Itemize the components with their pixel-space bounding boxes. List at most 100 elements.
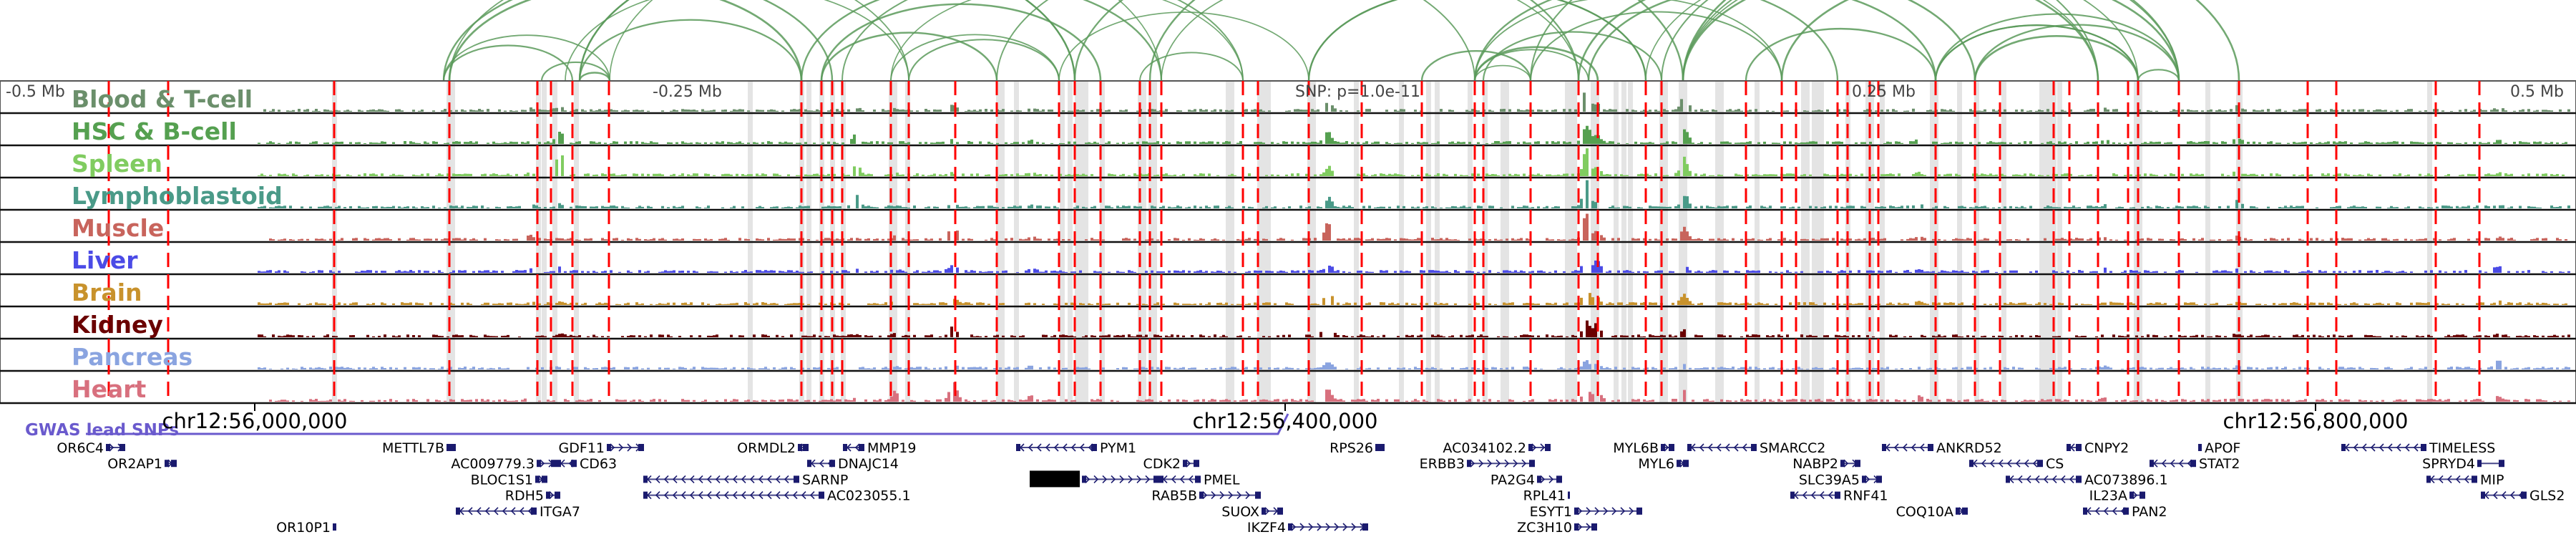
- gene-pa2g4[interactable]: PA2G4: [1491, 472, 1562, 488]
- gene-label[interactable]: RAB5B: [1151, 488, 1197, 504]
- gene-il23a[interactable]: IL23A: [2089, 488, 2145, 504]
- interaction-arc: [1529, 0, 2099, 82]
- gene-pym1[interactable]: PYM1: [1016, 440, 1136, 456]
- gene-label[interactable]: RPL41: [1523, 488, 1566, 504]
- gene-label[interactable]: OR6C4: [57, 440, 104, 456]
- gene-label[interactable]: SPRYD4: [2422, 456, 2475, 472]
- gene-nabp2[interactable]: NABP2: [1792, 456, 1860, 472]
- gene-label[interactable]: ZC3H10: [1517, 520, 1572, 536]
- gene-ac009779.3[interactable]: AC009779.3: [451, 456, 557, 472]
- gene-label[interactable]: SMARCC2: [1760, 440, 1825, 456]
- gene-label[interactable]: APOF: [2205, 440, 2240, 456]
- gene-bloc1s1[interactable]: BLOC1S1: [471, 472, 547, 488]
- gene-label[interactable]: AC023055.1: [827, 488, 911, 504]
- gene-label[interactable]: OR10P1: [276, 520, 331, 536]
- gene-label[interactable]: CNPY2: [2084, 440, 2129, 456]
- gene-apof[interactable]: APOF: [2198, 440, 2240, 456]
- gene-mip[interactable]: MIP: [2426, 472, 2504, 488]
- gene-label[interactable]: ORMDL2: [737, 440, 796, 456]
- chrom-tick-label: chr12:56,000,000: [162, 409, 348, 433]
- gene-dnajc14[interactable]: DNAJC14: [807, 456, 899, 472]
- gene-stat2[interactable]: STAT2: [2150, 456, 2240, 472]
- gene-label[interactable]: DNAJC14: [838, 456, 899, 472]
- gene-rdh5[interactable]: RDH5: [505, 488, 560, 504]
- gene-label[interactable]: RNF41: [1843, 488, 1888, 504]
- gene-or10p1[interactable]: OR10P1: [276, 520, 336, 536]
- gene-label[interactable]: ERBB3: [1420, 456, 1465, 472]
- gene-coq10a[interactable]: COQ10A: [1896, 504, 1968, 520]
- gene-rnf41[interactable]: RNF41: [1790, 488, 1888, 504]
- gene-cd63[interactable]: CD63: [557, 456, 617, 472]
- gene-label[interactable]: TIMELESS: [2429, 440, 2495, 456]
- gene-slc39a5[interactable]: SLC39A5: [1799, 472, 1882, 488]
- gene-label[interactable]: MIP: [2480, 472, 2504, 488]
- gene-label[interactable]: NABP2: [1792, 456, 1838, 472]
- gene-label[interactable]: DGKA: [1041, 472, 1080, 488]
- gene-or2ap1[interactable]: OR2AP1: [107, 456, 177, 472]
- gene-label[interactable]: METTL7B: [382, 440, 444, 456]
- gene-ormdl2[interactable]: ORMDL2: [737, 440, 809, 456]
- gene-pmel[interactable]: PMEL: [1159, 472, 1240, 488]
- gene-itga7[interactable]: ITGA7: [456, 504, 580, 520]
- gene-label[interactable]: IKZF4: [1247, 520, 1286, 536]
- gene-label[interactable]: AC034102.2: [1443, 440, 1526, 456]
- gene-mettl7b[interactable]: METTL7B: [382, 440, 456, 456]
- gene-label[interactable]: COQ10A: [1896, 504, 1953, 520]
- gene-label[interactable]: ITGA7: [540, 504, 580, 520]
- gene-gls2[interactable]: GLS2: [2481, 488, 2565, 504]
- gene-ankrd52[interactable]: ANKRD52: [1882, 440, 2002, 456]
- gene-label[interactable]: MYL6: [1638, 456, 1674, 472]
- gene-label[interactable]: RPS26: [1330, 440, 1373, 456]
- gene-label[interactable]: MYL6B: [1613, 440, 1659, 456]
- gene-cnpy2[interactable]: CNPY2: [2067, 440, 2129, 456]
- gene-label[interactable]: AC073896.1: [2084, 472, 2168, 488]
- gene-label[interactable]: CDK2: [1143, 456, 1181, 472]
- gene-myl6b[interactable]: MYL6B: [1613, 440, 1674, 456]
- gene-sarnp[interactable]: SARNP: [643, 472, 848, 488]
- gene-ac023055.1[interactable]: AC023055.1: [643, 488, 911, 504]
- gene-pan2[interactable]: PAN2: [2083, 504, 2167, 520]
- gene-label[interactable]: PMEL: [1204, 472, 1240, 488]
- gene-label[interactable]: PA2G4: [1491, 472, 1535, 488]
- interaction-arc: [565, 0, 909, 82]
- gene-cs[interactable]: CS: [1969, 456, 2064, 472]
- gene-dgka[interactable]: DGKA: [1030, 470, 1159, 488]
- gene-or6c4[interactable]: OR6C4: [57, 440, 125, 456]
- gene-ac073896.1[interactable]: AC073896.1: [2006, 472, 2168, 488]
- gene-label[interactable]: STAT2: [2199, 456, 2240, 472]
- gene-ac034102.2[interactable]: AC034102.2: [1443, 440, 1551, 456]
- gene-label[interactable]: GLS2: [2529, 488, 2565, 504]
- gene-rps26[interactable]: RPS26: [1330, 440, 1385, 456]
- gene-label[interactable]: GDF11: [559, 440, 605, 456]
- gene-label[interactable]: BLOC1S1: [471, 472, 533, 488]
- gene-spryd4[interactable]: SPRYD4: [2422, 456, 2504, 472]
- gene-label[interactable]: SLC39A5: [1799, 472, 1860, 488]
- gene-ikzf4[interactable]: IKZF4: [1247, 520, 1368, 536]
- gene-label[interactable]: MMP19: [867, 440, 916, 456]
- gene-erbb3[interactable]: ERBB3: [1420, 456, 1535, 472]
- gene-rab5b[interactable]: RAB5B: [1151, 488, 1261, 504]
- gene-label[interactable]: PYM1: [1100, 440, 1136, 456]
- gene-label[interactable]: CD63: [580, 456, 617, 472]
- gene-label[interactable]: ESYT1: [1530, 504, 1572, 520]
- gene-label[interactable]: AC009779.3: [451, 456, 535, 472]
- gene-label[interactable]: CS: [2046, 456, 2064, 472]
- gene-label[interactable]: OR2AP1: [107, 456, 162, 472]
- gene-mmp19[interactable]: MMP19: [843, 440, 916, 456]
- gene-myl6[interactable]: MYL6: [1638, 456, 1689, 472]
- gene-label[interactable]: SUOX: [1221, 504, 1259, 520]
- gene-label[interactable]: PAN2: [2132, 504, 2167, 520]
- gene-label[interactable]: ANKRD52: [1936, 440, 2002, 456]
- gene-zc3h10[interactable]: ZC3H10: [1517, 520, 1597, 536]
- gene-gdf11[interactable]: GDF11: [559, 440, 644, 456]
- gene-timeless[interactable]: TIMELESS: [2341, 440, 2495, 456]
- gene-rpl41[interactable]: RPL41: [1523, 488, 1570, 504]
- gene-suox[interactable]: SUOX: [1221, 504, 1283, 520]
- gene-label[interactable]: IL23A: [2089, 488, 2127, 504]
- gene-label[interactable]: RDH5: [505, 488, 544, 504]
- gene-smarcc2[interactable]: SMARCC2: [1687, 440, 1825, 456]
- gene-cdk2[interactable]: CDK2: [1143, 456, 1199, 472]
- gene-esyt1[interactable]: ESYT1: [1530, 504, 1642, 520]
- gene-label[interactable]: SARNP: [802, 472, 848, 488]
